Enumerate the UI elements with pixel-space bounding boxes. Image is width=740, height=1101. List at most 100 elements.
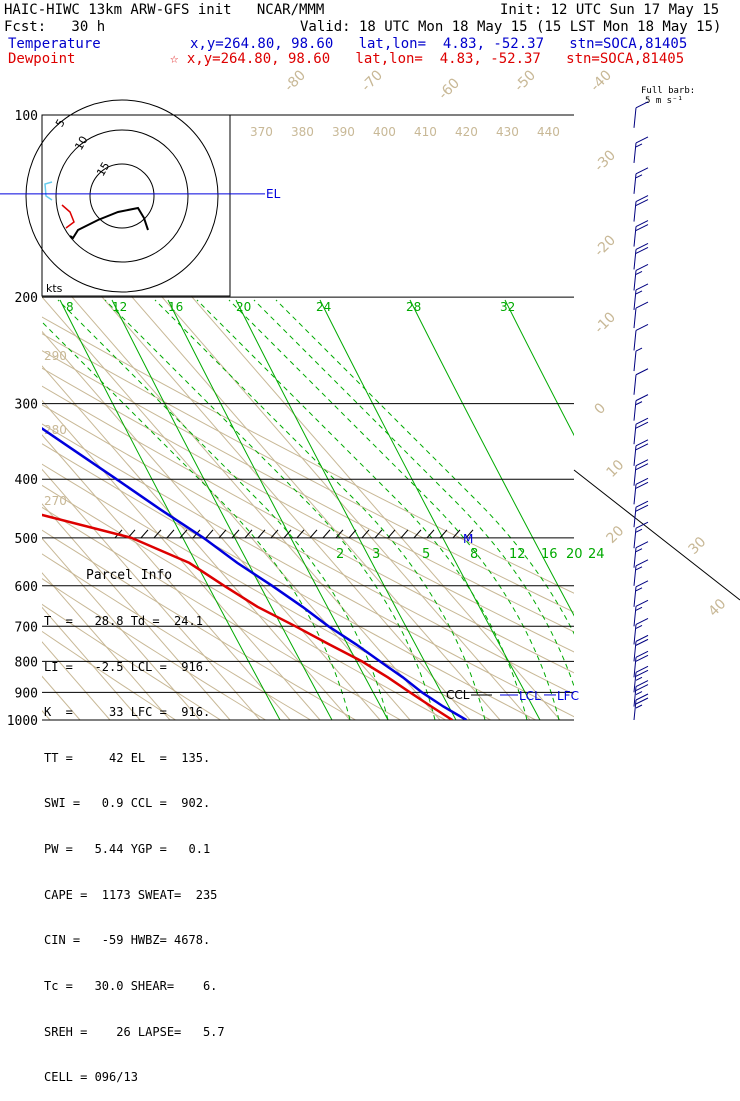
mixing-ratio-label: 20 [566, 547, 583, 562]
mixing-ratio-label: 24 [316, 300, 331, 314]
dry-adiabat-line [42, 404, 574, 695]
mixing-ratio-line [228, 299, 560, 720]
hatch-mark [153, 529, 162, 539]
dry-adiabat-line [42, 506, 401, 720]
barb-half-flag [635, 401, 643, 406]
hatch-mark [140, 529, 149, 539]
wind-barb [633, 220, 649, 247]
barb-staff [633, 484, 637, 505]
pressure-label: 900 [15, 686, 38, 701]
moist-adiabat-line [59, 299, 281, 720]
barb-staff [633, 424, 637, 445]
wind-barb [633, 323, 649, 351]
temperature-station-info: x,y=264.80, 98.60 lat,lon= 4.83, -52.37 … [190, 36, 688, 52]
barb-flag [635, 541, 649, 549]
mixing-ratio-label: 8 [66, 300, 74, 314]
barb-half-flag [635, 704, 643, 709]
barb-flag [635, 417, 649, 425]
dewpoint-legend: Dewpoint [8, 51, 76, 67]
barb-staff [633, 507, 637, 528]
wind-barb [633, 477, 649, 505]
sounding-traces [42, 426, 468, 720]
wind-barb [633, 195, 649, 222]
dry-adiabat-line [42, 630, 176, 720]
barb-staff [633, 173, 637, 194]
theta-label: 440 [537, 125, 560, 139]
dry-adiabat-line [42, 484, 446, 720]
hatch-mark [348, 529, 357, 539]
barb-flag [635, 638, 649, 646]
theta-label: 380 [291, 125, 314, 139]
parcel-row: TT = 42 EL = 135. [44, 750, 211, 765]
init-time: Init: 12 UTC Sun 17 May 15 [500, 2, 720, 18]
pressure-label: 200 [15, 291, 38, 306]
isotherm-label: -40 [588, 67, 615, 94]
pressure-label: 400 [15, 473, 38, 488]
barb-half-flag [635, 676, 643, 681]
parcel-row: T = 28.8 Td = 24.1 [44, 614, 203, 629]
dry-adiabat-line [42, 423, 574, 718]
barb-flag [635, 368, 649, 376]
dry-adiabat-line [42, 553, 311, 720]
moist-adiabat-line [235, 299, 457, 720]
isotherm-label: 40 [706, 596, 730, 620]
barb-staff [633, 445, 637, 466]
barb-flag [635, 504, 649, 512]
barb-half-flag [635, 290, 643, 295]
wind-barb [633, 439, 649, 466]
parcel-row: CELL = 096/13 [44, 1070, 138, 1085]
barb-flag [635, 650, 649, 658]
dry-adiabat-line [42, 443, 536, 720]
barb-staff [633, 606, 637, 627]
parcel-row: SREH = 26 LAPSE= 5.7 [44, 1024, 225, 1039]
theta-label: 280 [44, 423, 67, 437]
hatch-mark [439, 529, 448, 539]
isotherm-line [42, 503, 231, 720]
dry-adiabat-line [42, 529, 356, 720]
hatch-mark [400, 529, 409, 539]
dry-adiabat-line [42, 316, 574, 594]
wind-barb [633, 283, 649, 310]
barb-staff [633, 586, 637, 607]
wind-barb [633, 242, 649, 270]
temperature-legend: Temperature [8, 36, 101, 52]
hatch-mark [387, 529, 396, 539]
isotherm-label: 20 [604, 523, 628, 547]
hodograph-trace-cyan [44, 181, 53, 201]
hatch-mark [283, 529, 292, 539]
wind-barb [633, 394, 649, 421]
barb-staff [633, 465, 637, 486]
barb-staff [633, 107, 637, 128]
wind-barb [633, 599, 649, 627]
barb-flag [635, 500, 649, 508]
theta-label: 390 [332, 125, 355, 139]
hatch-mark [413, 529, 422, 539]
mixing-ratio-label: 28 [406, 300, 421, 314]
moist-adiabat-line [167, 299, 389, 720]
barb-flag [635, 481, 649, 489]
dry-adiabat-line [42, 350, 574, 633]
parcel-row: CIN = -59 HWBZ= 4678. [44, 933, 211, 948]
corner-mask [574, 470, 740, 720]
barb-flag [635, 477, 649, 485]
mixing-ratio-label: 8 [470, 547, 478, 562]
barb-flag [635, 669, 649, 677]
mixing-ratio-label: 2 [336, 547, 344, 562]
hatch-mark [452, 529, 461, 539]
hatch-mark [309, 529, 318, 539]
mixing-ratio-label: 20 [236, 300, 251, 314]
barb-flag [635, 136, 649, 144]
mixing-ratio-label: 16 [168, 300, 183, 314]
wind-barb [633, 347, 643, 372]
hatch-mark [179, 529, 188, 539]
barb-flag [635, 224, 649, 232]
el-label: EL [266, 187, 281, 201]
hodograph-trace [69, 206, 149, 240]
barb-staff [633, 226, 637, 247]
wind-barb [633, 665, 649, 693]
isotherm-label: 30 [686, 534, 710, 558]
barb-half-flag [635, 587, 643, 592]
barb-flag [635, 559, 649, 567]
barb-half-flag [635, 606, 643, 611]
